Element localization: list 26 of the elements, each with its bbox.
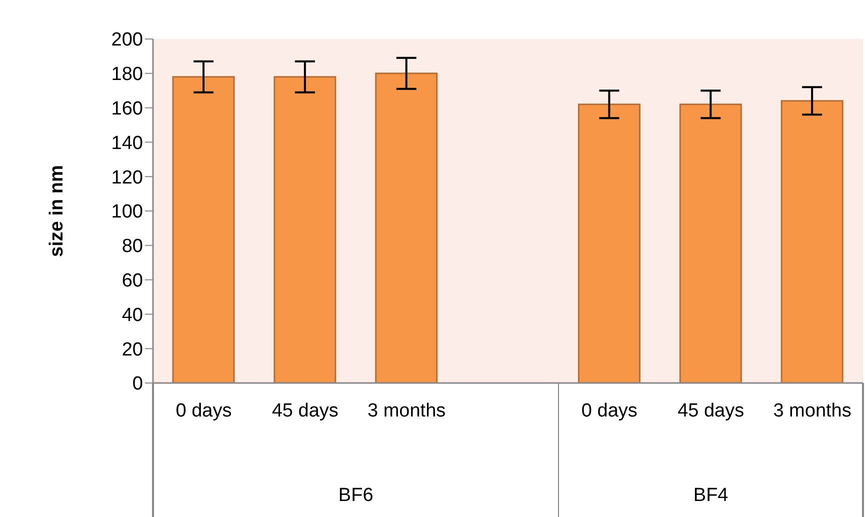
y-tick-label: 0: [132, 374, 143, 395]
y-tick-label: 180: [111, 64, 143, 86]
x-tick-label: 0 days: [581, 400, 638, 422]
y-tick-label: 100: [111, 202, 143, 223]
x-tick-label: 45 days: [678, 400, 744, 422]
x-tick-label: 3 months: [773, 400, 852, 422]
y-tick-label: 20: [122, 339, 143, 360]
bar: [375, 72, 438, 383]
y-tick-label: 60: [122, 270, 143, 292]
y-tick-label: 160: [111, 98, 143, 120]
y-axis-title: size in nm: [46, 165, 68, 257]
y-tick-label: 200: [111, 30, 143, 51]
bar: [679, 104, 742, 383]
y-tick-label: 80: [122, 236, 143, 258]
x-tick-label: 45 days: [272, 400, 338, 422]
bar: [578, 104, 640, 383]
bar: [780, 100, 844, 383]
y-tick-label: 40: [122, 304, 143, 326]
y-tick-label: 120: [111, 167, 143, 188]
text: BF4: [692, 485, 730, 507]
bar: [172, 76, 235, 383]
bar: [274, 76, 336, 383]
x-tick-label: 3 months: [367, 400, 446, 422]
text: BF6: [337, 485, 374, 507]
y-tick-label: 140: [111, 132, 143, 154]
x-tick-label: 0 days: [176, 400, 232, 422]
